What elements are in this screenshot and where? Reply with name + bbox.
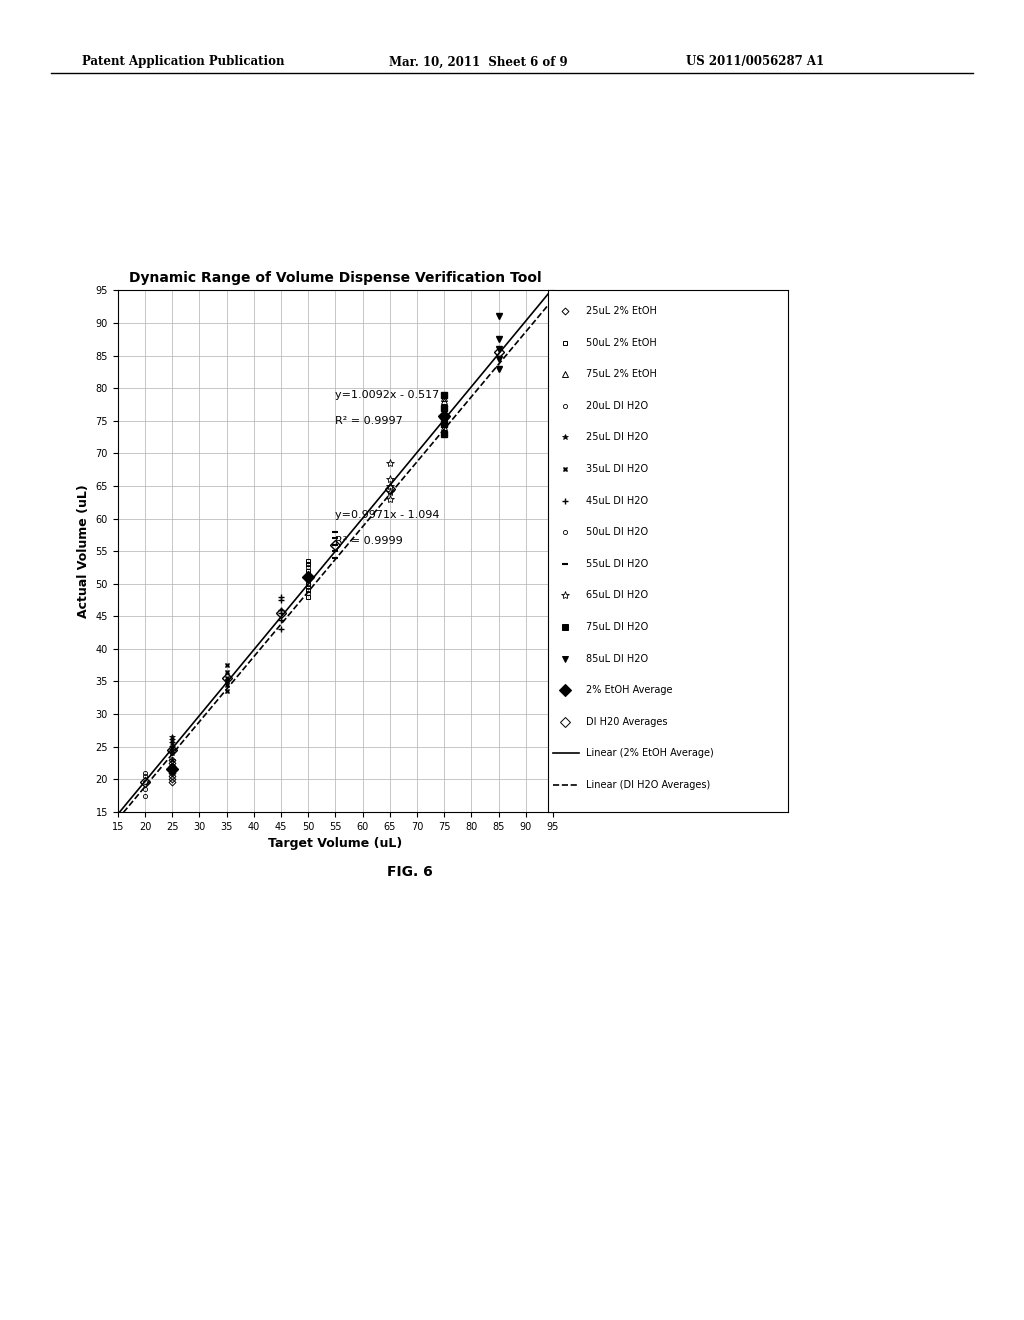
Text: 45uL DI H2O: 45uL DI H2O [587, 495, 648, 506]
Text: R² = 0.9997: R² = 0.9997 [336, 416, 403, 426]
Text: R² = 0.9999: R² = 0.9999 [336, 536, 403, 545]
Text: DI H20 Averages: DI H20 Averages [587, 717, 668, 727]
Text: Mar. 10, 2011  Sheet 6 of 9: Mar. 10, 2011 Sheet 6 of 9 [389, 55, 567, 69]
Text: 75uL 2% EtOH: 75uL 2% EtOH [587, 370, 657, 379]
Text: 85uL DI H2O: 85uL DI H2O [587, 653, 648, 664]
Text: y=0.9971x - 1.094: y=0.9971x - 1.094 [336, 510, 440, 520]
Text: y=1.0092x - 0.517: y=1.0092x - 0.517 [336, 389, 439, 400]
X-axis label: Target Volume (uL): Target Volume (uL) [268, 837, 402, 850]
Text: 50uL DI H2O: 50uL DI H2O [587, 527, 648, 537]
Text: FIG. 6: FIG. 6 [387, 865, 432, 879]
Title: Dynamic Range of Volume Dispense Verification Tool: Dynamic Range of Volume Dispense Verific… [129, 271, 542, 285]
Text: 25uL 2% EtOH: 25uL 2% EtOH [587, 306, 657, 315]
Text: Linear (2% EtOH Average): Linear (2% EtOH Average) [587, 748, 714, 758]
Text: 25uL DI H2O: 25uL DI H2O [587, 433, 648, 442]
Text: 55uL DI H2O: 55uL DI H2O [587, 558, 648, 569]
Text: 35uL DI H2O: 35uL DI H2O [587, 463, 648, 474]
Text: 65uL DI H2O: 65uL DI H2O [587, 590, 648, 601]
Text: 50uL 2% EtOH: 50uL 2% EtOH [587, 338, 657, 347]
Text: 2% EtOH Average: 2% EtOH Average [587, 685, 673, 696]
Text: US 2011/0056287 A1: US 2011/0056287 A1 [686, 55, 824, 69]
Text: Linear (DI H2O Averages): Linear (DI H2O Averages) [587, 780, 711, 789]
Text: 20uL DI H2O: 20uL DI H2O [587, 401, 648, 411]
Text: 75uL DI H2O: 75uL DI H2O [587, 622, 648, 632]
Text: Patent Application Publication: Patent Application Publication [82, 55, 285, 69]
Y-axis label: Actual Volume (uL): Actual Volume (uL) [77, 484, 90, 618]
